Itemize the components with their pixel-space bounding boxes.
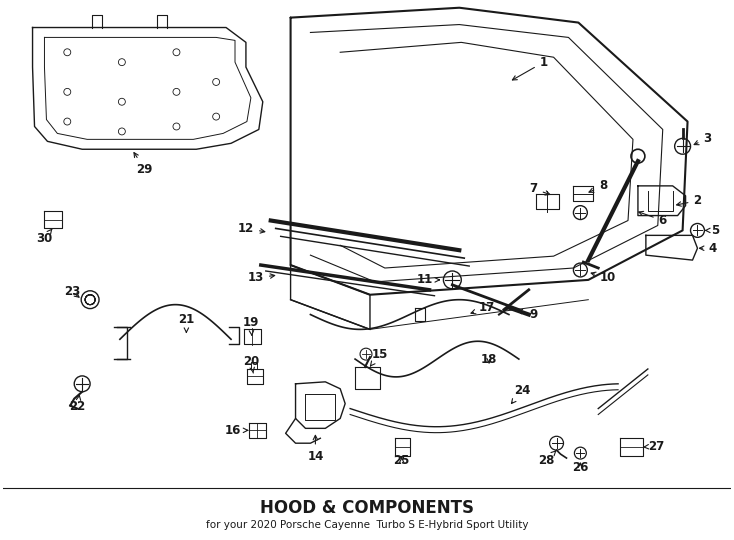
Text: 20: 20	[243, 355, 259, 373]
Text: 23: 23	[64, 285, 80, 298]
Text: 19: 19	[243, 316, 259, 335]
Text: 28: 28	[539, 451, 556, 467]
Text: 7: 7	[530, 183, 550, 195]
Text: 18: 18	[481, 353, 497, 366]
Text: for your 2020 Porsche Cayenne  Turbo S E-Hybrid Sport Utility: for your 2020 Porsche Cayenne Turbo S E-…	[206, 521, 528, 530]
Text: 16: 16	[225, 424, 247, 437]
Text: 6: 6	[639, 211, 667, 227]
Text: 15: 15	[371, 348, 388, 366]
Circle shape	[631, 149, 645, 163]
Text: 8: 8	[589, 179, 607, 192]
Text: 3: 3	[694, 132, 711, 145]
Text: 14: 14	[308, 435, 324, 463]
Text: 11: 11	[416, 273, 440, 286]
Text: 24: 24	[512, 384, 530, 403]
Text: 21: 21	[178, 313, 195, 332]
Text: 29: 29	[134, 153, 153, 176]
Text: 25: 25	[393, 454, 410, 467]
Text: 9: 9	[517, 308, 538, 321]
Text: 13: 13	[247, 272, 275, 285]
Text: 4: 4	[700, 242, 716, 255]
Text: 27: 27	[644, 440, 664, 453]
Text: HOOD & COMPONENTS: HOOD & COMPONENTS	[260, 498, 474, 517]
Text: 2: 2	[677, 194, 702, 207]
Text: 30: 30	[37, 229, 53, 245]
Text: 26: 26	[573, 462, 589, 475]
Text: 17: 17	[471, 301, 495, 314]
Text: 12: 12	[238, 222, 265, 235]
Text: 1: 1	[512, 56, 548, 80]
Text: 5: 5	[705, 224, 719, 237]
Text: 22: 22	[69, 395, 85, 413]
Text: 10: 10	[591, 272, 617, 285]
